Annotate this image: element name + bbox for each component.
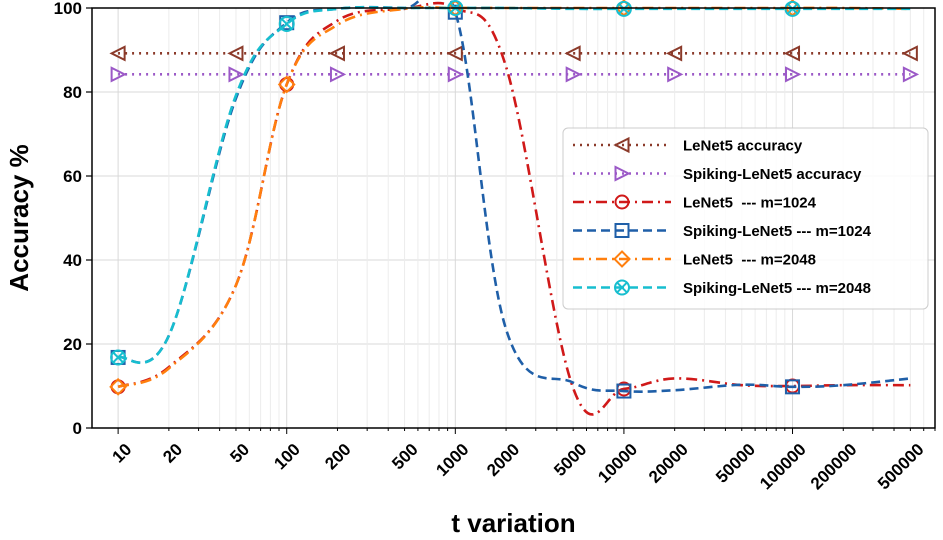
legend-label: Spiking-LeNet5 --- m=2048 xyxy=(683,280,871,297)
legend-swatch-marker xyxy=(614,165,631,182)
y-tick-label: 80 xyxy=(63,83,82,102)
data-point-marker xyxy=(447,66,465,83)
data-point-marker xyxy=(227,45,244,62)
data-point-marker xyxy=(785,379,801,395)
data-point-marker-cross-b xyxy=(787,3,798,15)
plot-frame xyxy=(91,7,936,429)
data-point-marker xyxy=(901,45,918,62)
data-point-marker xyxy=(667,66,684,83)
data-point-marker xyxy=(329,66,347,83)
x-tick-label: 20 xyxy=(159,440,186,467)
data-point-marker xyxy=(785,66,802,83)
legend-label: LeNet5 accuracy xyxy=(683,138,803,155)
data-point-marker xyxy=(616,383,632,399)
series-line xyxy=(117,6,911,365)
x-axis-title: t variation xyxy=(451,508,575,538)
legend-entry: Spiking-LeNet5 --- m=2048 xyxy=(573,279,871,297)
data-point-marker xyxy=(564,45,581,62)
x-tick-label: 10 xyxy=(109,440,136,467)
x-tick-label: 100000 xyxy=(756,440,810,494)
x-tick-label: 5000 xyxy=(550,440,590,480)
data-point-marker-ring xyxy=(110,349,127,366)
legend-swatch-marker xyxy=(614,194,630,210)
data-point-marker xyxy=(328,45,345,62)
y-tick-label: 0 xyxy=(73,419,82,438)
x-tick-label: 200000 xyxy=(807,440,861,494)
data-point-marker xyxy=(783,45,801,62)
x-tick-label: 50 xyxy=(226,440,253,467)
x-tick-label: 500000 xyxy=(874,440,928,494)
x-tick-label: 50000 xyxy=(712,440,759,487)
data-point-marker-cross-b xyxy=(618,3,630,15)
legend-entry: LeNet5 --- m=2048 xyxy=(573,250,816,269)
x-tick-label: 100 xyxy=(270,440,303,473)
x-tick-label: 20000 xyxy=(645,440,692,487)
data-point-marker xyxy=(277,75,296,94)
data-point-marker-ring xyxy=(784,0,801,17)
data-point-marker xyxy=(665,45,683,62)
data-point-marker xyxy=(109,377,128,396)
y-tick-label: 60 xyxy=(63,167,82,186)
legend-swatch-marker-cross-b xyxy=(616,282,628,293)
data-point-marker xyxy=(228,66,245,83)
series-2 xyxy=(110,66,920,83)
data-point-marker xyxy=(902,66,920,83)
legend-entry: LeNet5 accuracy xyxy=(573,136,803,155)
data-point-marker xyxy=(278,15,295,32)
legend-label: Spiking-LeNet5 --- m=1024 xyxy=(683,223,872,240)
x-tick-label: 500 xyxy=(388,440,421,473)
data-point-marker-ring xyxy=(278,15,295,32)
x-tick-label: 200 xyxy=(321,440,354,473)
data-point-marker-cross-b xyxy=(112,352,124,363)
data-point-marker xyxy=(109,45,126,62)
data-point-marker-cross-b xyxy=(281,18,293,30)
legend-label: Spiking-LeNet5 accuracy xyxy=(683,166,862,183)
legend-entry: LeNet5 --- m=1024 xyxy=(573,194,817,212)
legend-label: LeNet5 --- m=2048 xyxy=(683,252,816,269)
y-tick-label: 40 xyxy=(63,251,82,270)
legend-box xyxy=(562,127,929,310)
legend-entry: Spiking-LeNet5 accuracy xyxy=(573,165,862,183)
x-tick-label: 2000 xyxy=(483,440,523,480)
y-tick-label: 20 xyxy=(63,335,82,354)
legend-swatch-marker xyxy=(614,223,630,238)
legend-label: LeNet5 --- m=1024 xyxy=(683,195,817,212)
data-point-marker xyxy=(565,66,582,83)
legend-swatch-marker xyxy=(613,250,631,268)
legend-swatch-marker-ring xyxy=(614,279,630,296)
y-tick-label: 100 xyxy=(54,0,82,18)
y-axis-title: Accuracy % xyxy=(4,144,34,291)
data-point-marker xyxy=(446,45,463,62)
x-tick-label: 10000 xyxy=(594,440,641,487)
legend-swatch-marker xyxy=(614,279,630,296)
x-tick-label: 1000 xyxy=(432,440,472,480)
series-1 xyxy=(109,45,918,62)
data-point-marker-ring xyxy=(615,0,632,17)
legend-entry: Spiking-LeNet5 --- m=1024 xyxy=(573,223,872,240)
data-point-marker xyxy=(110,349,127,366)
data-point-marker xyxy=(615,0,632,17)
legend-swatch-marker xyxy=(613,136,630,154)
data-point-marker xyxy=(110,66,127,83)
data-point-marker xyxy=(784,0,801,17)
legend: LeNet5 accuracy Spiking-LeNet5 accuracy Le… xyxy=(562,127,929,310)
